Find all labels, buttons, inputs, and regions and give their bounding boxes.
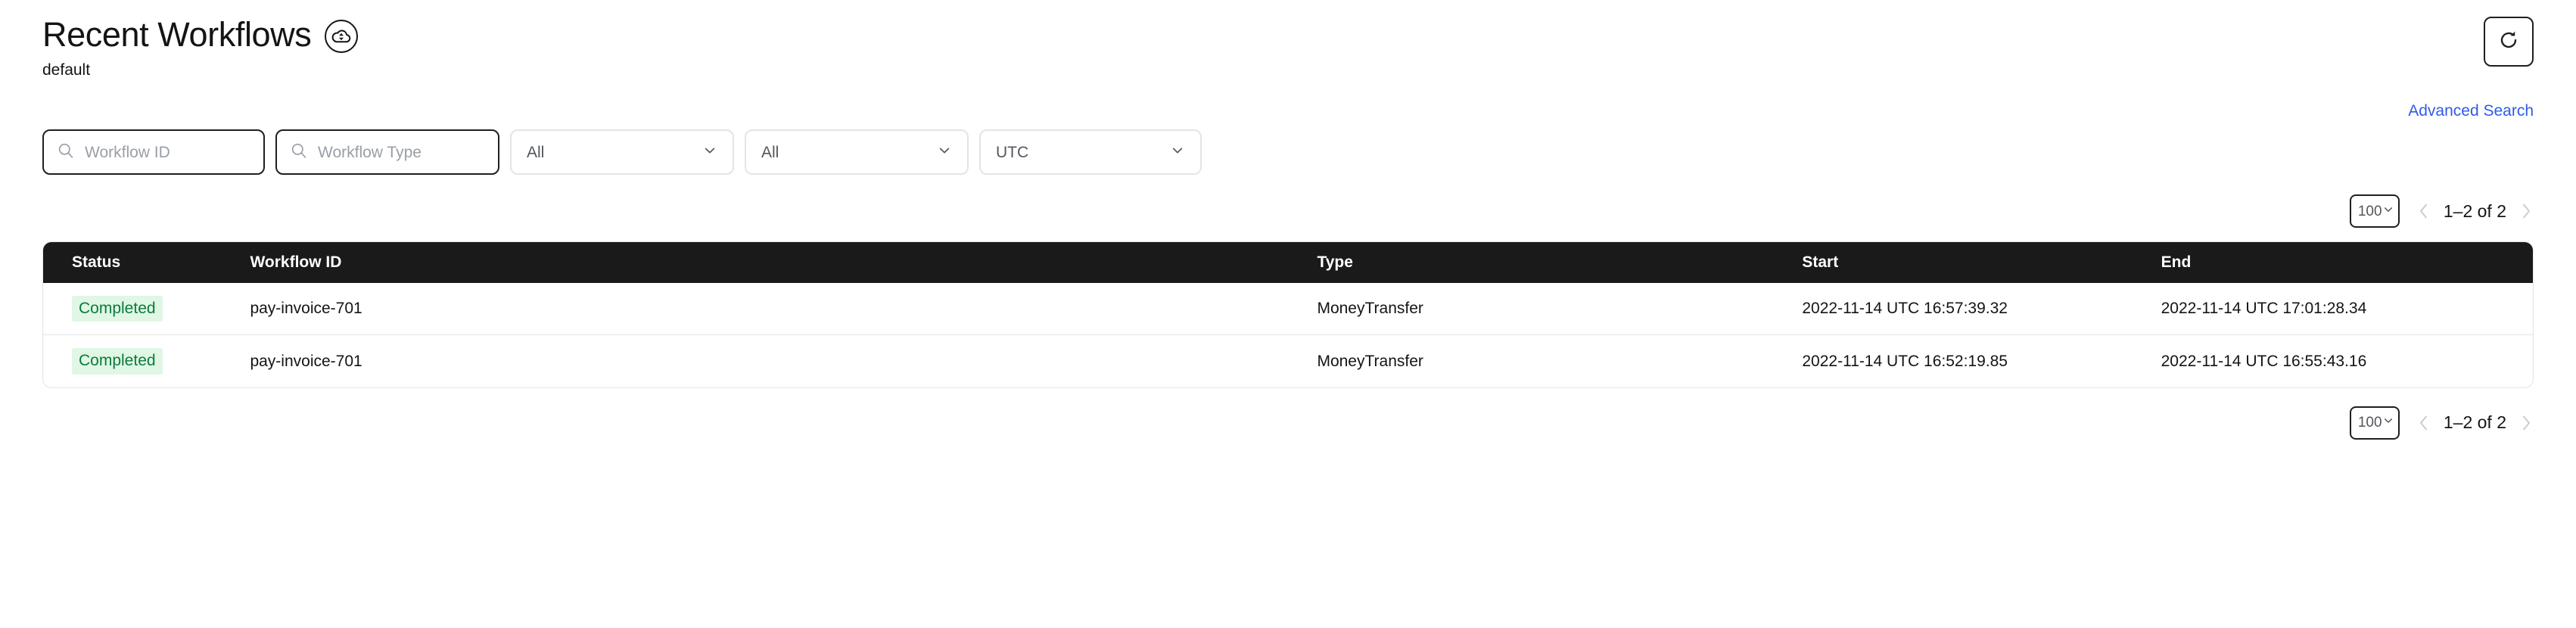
page-nav: 1–2 of 2 (2416, 201, 2534, 221)
pagination-bottom: 100 1–2 of 2 (42, 406, 2534, 440)
cell-end: 2022-11-14 UTC 17:01:28.34 (2161, 300, 2367, 318)
table-row[interactable]: Completed pay-invoice-701 MoneyTransfer … (43, 334, 2533, 387)
workflows-table: Status Workflow ID Type Start End Comple… (43, 242, 2533, 387)
column-header-end[interactable]: End (2161, 253, 2192, 272)
search-icon (291, 142, 307, 163)
cell-end: 2022-11-14 UTC 16:55:43.16 (2161, 334, 2533, 387)
search-icon (58, 142, 74, 163)
cell-type: MoneyTransfer (1317, 334, 1803, 387)
refresh-button[interactable] (2484, 17, 2534, 67)
chevron-down-icon (2382, 204, 2394, 219)
cloud-sync-icon[interactable] (325, 20, 359, 53)
page-header: Recent Workflows default (42, 0, 2534, 79)
status-badge: Completed (72, 296, 163, 322)
cell-type: MoneyTransfer (1317, 300, 1423, 318)
timezone-select[interactable]: UTC (979, 129, 1202, 176)
chevron-down-icon (2382, 415, 2394, 431)
namespace-label: default (42, 61, 91, 79)
page-size-select[interactable]: 100 (2349, 406, 2400, 440)
cell-status: Completed (43, 283, 250, 335)
workflow-id-placeholder: Workflow ID (85, 143, 170, 161)
next-page-button[interactable] (2518, 413, 2534, 433)
workflow-id-input[interactable]: Workflow ID (42, 129, 265, 176)
table-body: Completed pay-invoice-701 MoneyTransfer … (43, 283, 2533, 387)
page-title: Recent Workflows (42, 15, 312, 54)
title-block: Recent Workflows default (42, 15, 359, 79)
title-line: Recent Workflows (42, 15, 359, 54)
page-size-value: 100 (2357, 415, 2382, 431)
previous-page-button[interactable] (2416, 413, 2431, 433)
next-page-button[interactable] (2518, 201, 2534, 221)
table-head: Status Workflow ID Type Start End (43, 242, 2533, 284)
pagination-top: 100 1–2 of 2 (42, 194, 2534, 229)
advanced-search-link[interactable]: Advanced Search (2408, 102, 2534, 120)
page-size-select[interactable]: 100 (2349, 194, 2400, 229)
cell-status: Completed (43, 334, 250, 387)
advanced-search-row: Advanced Search (42, 102, 2534, 120)
column-header-start[interactable]: Start (1802, 253, 1839, 272)
status-filter-select[interactable]: All (510, 129, 734, 176)
secondary-filter-value: All (761, 143, 779, 161)
timezone-value: UTC (996, 143, 1029, 161)
workflow-type-input[interactable]: Workflow Type (275, 129, 499, 176)
cell-start: 2022-11-14 UTC 16:52:19.85 (1802, 334, 2161, 387)
chevron-down-icon (702, 143, 717, 162)
page-nav: 1–2 of 2 (2416, 413, 2534, 433)
cell-workflow-id[interactable]: pay-invoice-701 (250, 300, 362, 318)
cell-workflow-id[interactable]: pay-invoice-701 (250, 334, 1318, 387)
status-filter-value: All (527, 143, 545, 161)
table-header-row: Status Workflow ID Type Start End (43, 242, 2533, 284)
column-header-status[interactable]: Status (72, 253, 121, 272)
refresh-icon (2497, 29, 2520, 55)
cell-start: 2022-11-14 UTC 16:57:39.32 (1802, 300, 2008, 318)
page-range-label: 1–2 of 2 (2443, 412, 2506, 433)
column-header-workflow-id[interactable]: Workflow ID (250, 253, 342, 272)
secondary-filter-select[interactable]: All (745, 129, 969, 176)
page-size-value: 100 (2357, 203, 2382, 219)
previous-page-button[interactable] (2416, 201, 2431, 221)
workflow-type-placeholder: Workflow Type (318, 143, 422, 161)
chevron-down-icon (1170, 143, 1185, 162)
workflows-table-container: Status Workflow ID Type Start End Comple… (42, 241, 2534, 388)
column-header-type[interactable]: Type (1317, 253, 1353, 272)
table-row[interactable]: Completed pay-invoice-701 MoneyTransfer … (43, 283, 2533, 335)
page-range-label: 1–2 of 2 (2443, 201, 2506, 221)
chevron-down-icon (937, 143, 952, 162)
filter-bar: Workflow ID Workflow Type All All (42, 129, 2534, 176)
status-badge: Completed (72, 348, 163, 375)
